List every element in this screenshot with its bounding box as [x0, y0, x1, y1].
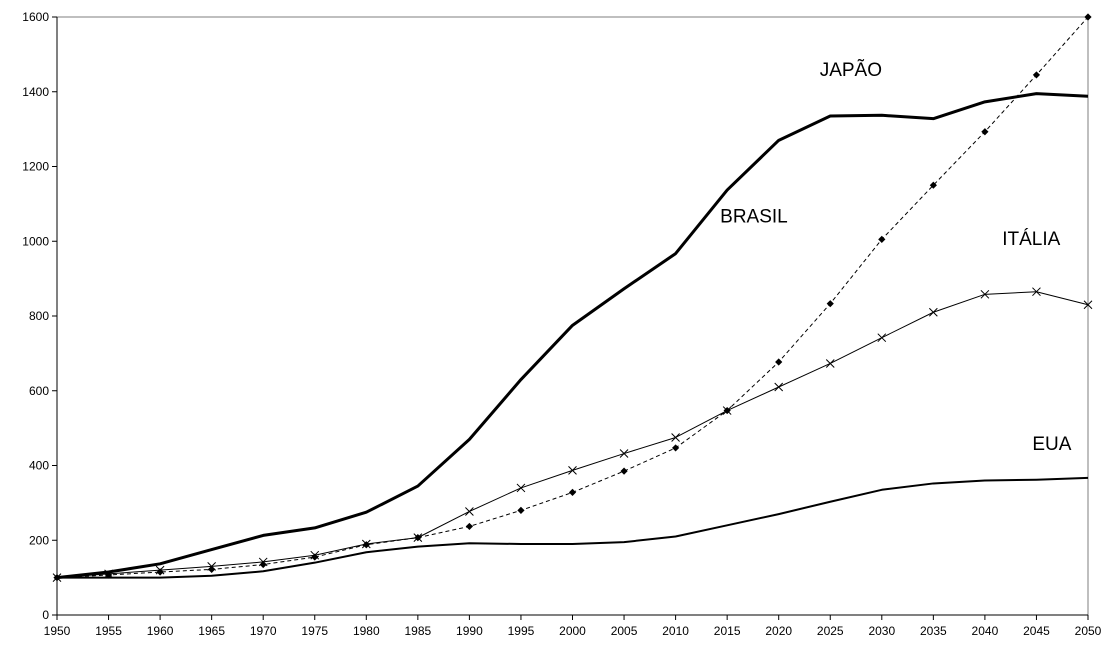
- data-point: [569, 466, 577, 474]
- x-tick-label: 1975: [301, 624, 328, 638]
- data-point: [827, 300, 834, 307]
- data-point: [878, 236, 885, 243]
- x-tick-label: 2040: [972, 624, 999, 638]
- x-tick-label: 2045: [1023, 624, 1050, 638]
- x-tick-label: 1995: [508, 624, 535, 638]
- y-tick-label: 1200: [22, 160, 49, 174]
- y-tick-label: 1000: [22, 234, 49, 248]
- series-line-italia: [57, 292, 1088, 578]
- y-tick-label: 200: [29, 533, 49, 547]
- y-tick-label: 1600: [22, 10, 49, 24]
- y-axis-ticks: 0 200 400 600 800 1000 1200 1400 1600: [22, 10, 57, 622]
- y-tick-label: 800: [29, 309, 49, 323]
- x-tick-label: 2025: [817, 624, 844, 638]
- data-point: [981, 128, 988, 135]
- data-point: [775, 358, 782, 365]
- x-tick-label: 2020: [765, 624, 792, 638]
- data-point: [672, 433, 680, 441]
- x-tick-label: 1970: [250, 624, 277, 638]
- x-tick-label: 2050: [1075, 624, 1102, 638]
- x-tick-label: 1960: [147, 624, 174, 638]
- x-tick-label: 2035: [920, 624, 947, 638]
- x-tick-label: 1985: [404, 624, 431, 638]
- data-point: [826, 359, 834, 367]
- data-point: [1033, 71, 1040, 78]
- series-labels: JAPÃO BRASIL ITÁLIA EUA: [720, 59, 1072, 455]
- plot-border: [57, 17, 1088, 615]
- series-layer: [53, 13, 1092, 581]
- data-point: [517, 484, 525, 492]
- x-tick-label: 2010: [662, 624, 689, 638]
- x-axis-ticks: 1950 1955 1960 1965 1970 1975 1980 1985 1990 1995…: [44, 615, 1102, 638]
- y-tick-label: 600: [29, 384, 49, 398]
- x-tick-label: 2030: [868, 624, 895, 638]
- data-point: [620, 468, 627, 475]
- data-point: [1084, 13, 1091, 20]
- data-point: [465, 507, 473, 515]
- data-point: [569, 489, 576, 496]
- data-point: [929, 308, 937, 316]
- x-tick-label: 2015: [714, 624, 741, 638]
- plot-frame: [57, 17, 1088, 615]
- series-label: ITÁLIA: [1002, 229, 1060, 250]
- x-tick-label: 1965: [198, 624, 225, 638]
- data-point: [517, 507, 524, 514]
- data-point: [775, 383, 783, 391]
- x-tick-label: 2000: [559, 624, 586, 638]
- data-point: [620, 450, 628, 458]
- series-label: JAPÃO: [820, 59, 882, 81]
- series-label: BRASIL: [720, 207, 788, 228]
- y-tick-label: 1400: [22, 85, 49, 99]
- data-point: [466, 523, 473, 530]
- series-italia: [53, 288, 1092, 582]
- series-japao: [57, 94, 1088, 578]
- x-tick-label: 1980: [353, 624, 380, 638]
- data-point: [672, 444, 679, 451]
- series-label: EUA: [1032, 434, 1071, 455]
- x-tick-label: 1990: [456, 624, 483, 638]
- data-point: [878, 334, 886, 342]
- x-tick-label: 1955: [95, 624, 122, 638]
- y-tick-label: 0: [42, 608, 49, 622]
- y-tick-label: 400: [29, 459, 49, 473]
- series-line-japao: [57, 94, 1088, 578]
- series-brasil: [53, 13, 1091, 581]
- x-tick-label: 1950: [44, 624, 71, 638]
- x-tick-label: 2005: [611, 624, 638, 638]
